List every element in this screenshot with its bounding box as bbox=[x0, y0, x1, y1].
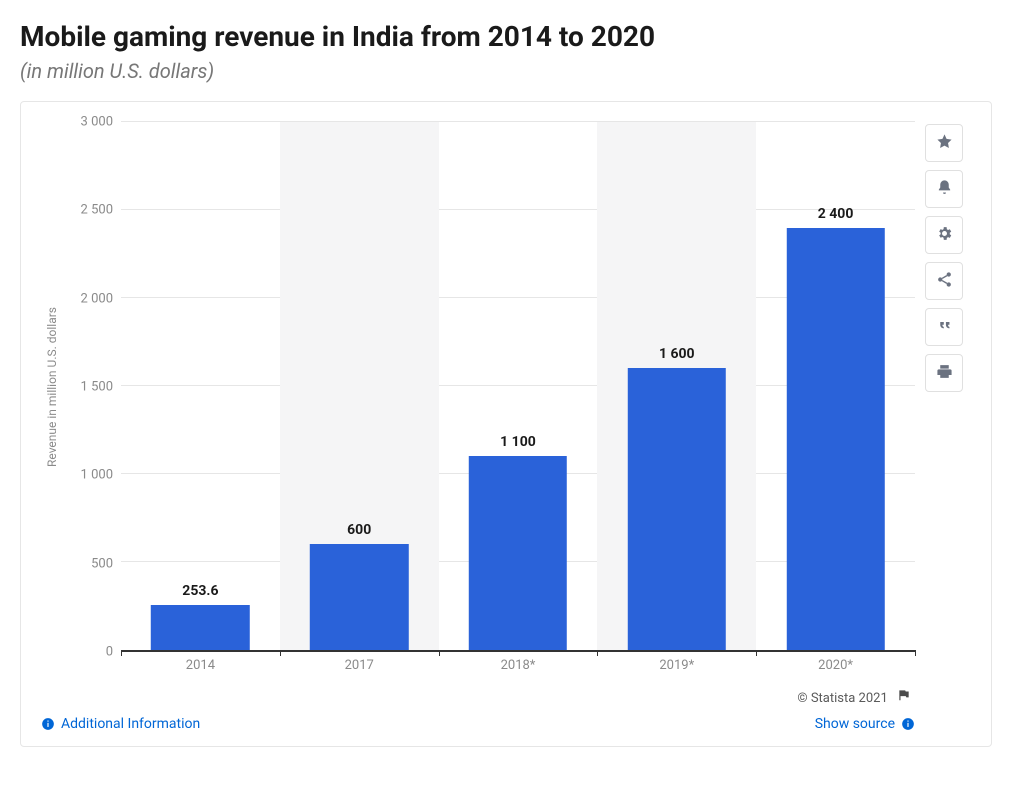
favorite-icon bbox=[936, 133, 953, 153]
print-icon bbox=[936, 363, 953, 383]
bar[interactable]: 1 600 bbox=[628, 368, 726, 650]
x-axis-ticks: 201420172018*2019*2020* bbox=[121, 652, 915, 680]
show-source-label: Show source bbox=[815, 716, 895, 732]
show-source-link[interactable]: Show source bbox=[815, 716, 915, 732]
y-tick-label: 3 000 bbox=[81, 115, 113, 130]
chart-plot: 253.6 600 1 100 1 600 2 400 bbox=[121, 122, 915, 652]
bar-slot: 253.6 bbox=[121, 122, 280, 650]
bar-value-label: 2 400 bbox=[818, 206, 854, 228]
share-button[interactable] bbox=[925, 262, 963, 300]
settings-icon bbox=[936, 225, 953, 245]
bar-slot: 1 600 bbox=[597, 122, 756, 650]
x-tick-mark bbox=[439, 650, 440, 656]
y-tick-label: 0 bbox=[106, 645, 113, 660]
page-title: Mobile gaming revenue in India from 2014… bbox=[20, 20, 992, 53]
bar-value-label: 600 bbox=[347, 522, 371, 544]
x-tick-mark bbox=[121, 650, 122, 656]
bar[interactable]: 2 400 bbox=[786, 228, 884, 650]
bar[interactable]: 253.6 bbox=[151, 605, 249, 650]
y-axis-label: Revenue in million U.S. dollars bbox=[45, 307, 59, 467]
x-tick-label: 2017 bbox=[280, 652, 439, 680]
additional-info-link[interactable]: Additional Information bbox=[41, 716, 200, 732]
flag-icon[interactable] bbox=[897, 691, 911, 706]
x-tick-label: 2014 bbox=[121, 652, 280, 680]
print-button[interactable] bbox=[925, 354, 963, 392]
settings-button[interactable] bbox=[925, 216, 963, 254]
y-tick-label: 1 000 bbox=[81, 468, 113, 483]
share-icon bbox=[936, 271, 953, 291]
alert-button[interactable] bbox=[925, 170, 963, 208]
alert-icon bbox=[936, 179, 953, 199]
cite-icon bbox=[936, 317, 953, 337]
y-tick-label: 1 500 bbox=[81, 380, 113, 395]
attribution: © Statista 2021 bbox=[41, 680, 915, 712]
x-tick-label: 2020* bbox=[756, 652, 915, 680]
chart-area: Revenue in million U.S. dollars 0 500 1 00… bbox=[41, 122, 915, 732]
bar-value-label: 1 600 bbox=[659, 346, 695, 368]
bar-slot: 600 bbox=[280, 122, 439, 650]
y-tick-label: 500 bbox=[91, 556, 113, 571]
y-axis-ticks: 05001 0001 5002 0002 5003 000 bbox=[63, 122, 121, 652]
bar-value-label: 253.6 bbox=[182, 583, 218, 605]
bar-slot: 1 100 bbox=[439, 122, 598, 650]
x-tick-mark bbox=[597, 650, 598, 656]
y-tick-label: 2 000 bbox=[81, 291, 113, 306]
x-tick-mark bbox=[280, 650, 281, 656]
info-icon bbox=[901, 717, 915, 731]
info-icon bbox=[41, 717, 55, 731]
bar-slot: 2 400 bbox=[756, 122, 915, 650]
favorite-button[interactable] bbox=[925, 124, 963, 162]
x-tick-label: 2018* bbox=[439, 652, 598, 680]
x-tick-mark bbox=[915, 650, 916, 656]
cite-button[interactable] bbox=[925, 308, 963, 346]
additional-info-label: Additional Information bbox=[61, 716, 200, 732]
chart-toolbar bbox=[925, 122, 971, 732]
attribution-text: © Statista 2021 bbox=[797, 691, 887, 706]
x-tick-label: 2019* bbox=[597, 652, 756, 680]
chart-card: Revenue in million U.S. dollars 0 500 1 00… bbox=[20, 101, 992, 747]
bar[interactable]: 1 100 bbox=[469, 456, 567, 650]
x-tick-mark bbox=[756, 650, 757, 656]
bar[interactable]: 600 bbox=[310, 544, 408, 650]
y-tick-label: 2 500 bbox=[81, 203, 113, 218]
page-subtitle: (in million U.S. dollars) bbox=[20, 59, 992, 83]
bar-value-label: 1 100 bbox=[500, 434, 536, 456]
